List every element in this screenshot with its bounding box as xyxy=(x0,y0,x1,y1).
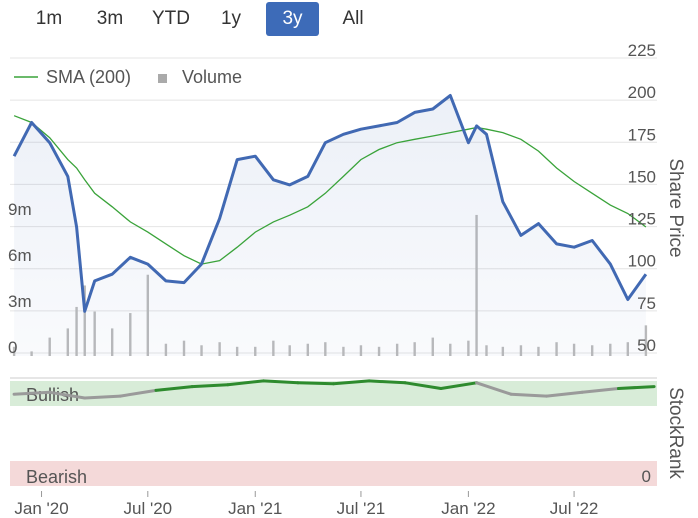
volume-tick-label: 9m xyxy=(8,200,32,219)
stockrank-segment xyxy=(580,387,620,394)
volume-axis: 0 3m 6m 9m xyxy=(8,200,32,357)
stockrank-segment xyxy=(367,379,407,385)
volume-bar xyxy=(12,346,16,356)
stockrank-segment xyxy=(48,390,87,400)
legend-sma-label[interactable]: SMA (200) xyxy=(46,67,131,87)
legend-volume-label[interactable]: Volume xyxy=(182,67,242,87)
volume-tick-label: 3m xyxy=(8,292,32,311)
x-tick-label: Jan '20 xyxy=(14,499,68,518)
stockrank-zero-tick: 0 xyxy=(642,467,651,486)
stockrank-segment xyxy=(545,390,584,398)
price-axis: 50 75 100 125 150 175 200 225 xyxy=(628,41,656,355)
stockrank-segment xyxy=(190,383,230,389)
stockrank-segment xyxy=(475,381,513,396)
bearish-band xyxy=(10,461,657,486)
x-tick-label: Jul '22 xyxy=(550,499,599,518)
legend-volume-symbol xyxy=(158,74,167,83)
sma-line xyxy=(13,115,647,265)
price-tick-label: 225 xyxy=(628,41,656,60)
x-axis: Jan '20 Jul '20 Jan '21 Jul '21 Jan '22 Jul '… xyxy=(14,491,598,518)
range-button-3y[interactable]: 3y xyxy=(266,2,319,36)
stockrank-axis-title: StockRank xyxy=(665,387,686,479)
price-tick-label: 175 xyxy=(628,125,656,144)
volume-tick-label: 6m xyxy=(8,246,32,265)
stockrank-segment xyxy=(332,379,371,386)
legend: SMA (200) Volume xyxy=(14,67,242,87)
stockrank-line xyxy=(12,379,656,400)
x-tick-label: Jul '20 xyxy=(124,499,173,518)
stockrank-segment xyxy=(226,379,265,387)
stockrank-segment xyxy=(509,392,549,398)
stockrank-segment xyxy=(403,381,443,390)
bullish-label: Bullish xyxy=(26,385,79,405)
x-tick-label: Jan '22 xyxy=(441,499,495,518)
stockrank-segment xyxy=(439,381,479,390)
range-button-3m[interactable]: 3m xyxy=(96,8,124,29)
price-tick-label: 50 xyxy=(637,336,656,355)
price-tick-label: 75 xyxy=(637,294,656,313)
price-area xyxy=(14,95,646,356)
price-tick-label: 200 xyxy=(628,83,656,102)
price-tick-label: 125 xyxy=(628,210,656,229)
bearish-label: Bearish xyxy=(26,467,87,487)
share-price-axis-title: Share Price xyxy=(665,158,686,257)
volume-tick-label: 0 xyxy=(8,338,17,357)
stockrank-segment xyxy=(616,385,656,390)
range-button-1m[interactable]: 1m xyxy=(35,8,63,29)
stockrank-segment xyxy=(296,381,335,386)
price-tick-label: 150 xyxy=(628,167,656,186)
range-button-all[interactable]: All xyxy=(342,8,364,29)
x-tick-label: Jul '21 xyxy=(337,499,386,518)
stockrank-segment xyxy=(83,394,122,400)
price-line xyxy=(12,94,648,313)
range-button-ytd[interactable]: YTD xyxy=(152,8,190,29)
stockrank-segment xyxy=(12,390,52,396)
stockrank-segment xyxy=(154,385,194,392)
range-selector: 1m 3m YTD 1y 3y All xyxy=(0,0,420,38)
price-tick-label: 100 xyxy=(628,252,656,271)
x-tick-label: Jan '21 xyxy=(228,499,282,518)
stockrank-segment xyxy=(118,388,158,398)
stockrank-segment xyxy=(261,379,300,385)
volume-bar xyxy=(644,325,648,356)
range-button-1y[interactable]: 1y xyxy=(220,8,242,29)
